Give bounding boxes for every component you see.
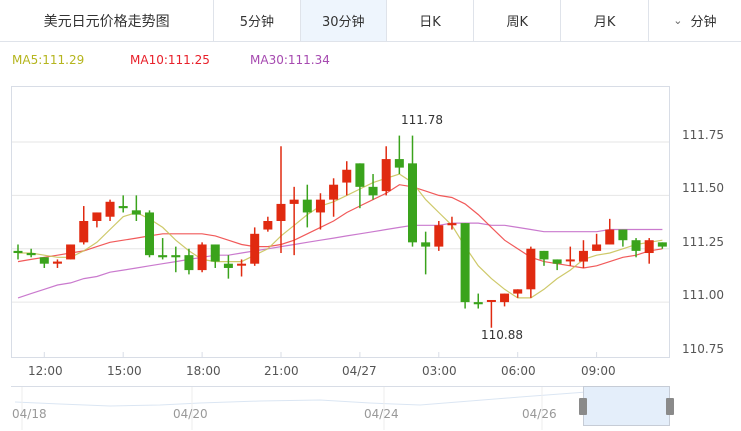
- navigator-date-label: 04/24: [364, 407, 399, 421]
- legend-ma10: MA10:111.25: [130, 53, 210, 67]
- candlestick-plot-area[interactable]: [11, 86, 670, 358]
- tab-5min[interactable]: 5分钟: [214, 0, 301, 41]
- time-navigator[interactable]: [11, 386, 670, 431]
- x-tick-label: 18:00: [186, 364, 221, 378]
- y-tick-label: 110.75: [682, 342, 724, 356]
- x-tick-label: 12:00: [28, 364, 63, 378]
- x-tick-label: 15:00: [107, 364, 142, 378]
- legend-ma5: MA5:111.29: [12, 53, 85, 67]
- x-tick-label: 21:00: [264, 364, 299, 378]
- tab-30min[interactable]: 30分钟: [300, 0, 387, 41]
- high-price-label: 111.78: [401, 113, 443, 127]
- tab-monthly-k[interactable]: 月K: [561, 0, 649, 41]
- ma-legend: MA5:111.29 MA10:111.25 MA30:111.34: [12, 53, 330, 67]
- chart-title: 美元日元价格走势图: [0, 0, 215, 41]
- tab-weekly-k[interactable]: 周K: [474, 0, 562, 41]
- navigator-selection-window[interactable]: [583, 386, 670, 426]
- x-tick-label: 04/27: [342, 364, 377, 378]
- tab-daily-k[interactable]: 日K: [387, 0, 475, 41]
- navigator-date-label: 04/26: [522, 407, 557, 421]
- y-tick-label: 111.50: [682, 181, 724, 195]
- legend-ma30: MA30:111.34: [250, 53, 330, 67]
- navigator-date-label: 04/20: [173, 407, 208, 421]
- navigator-left-handle[interactable]: [579, 398, 587, 415]
- x-tick-label: 06:00: [501, 364, 536, 378]
- navigator-right-handle[interactable]: [666, 398, 674, 415]
- x-tick-label: 09:00: [581, 364, 616, 378]
- navigator-date-label: 04/18: [12, 407, 47, 421]
- y-tick-label: 111.75: [682, 128, 724, 142]
- chevron-down-icon: ⌄: [673, 14, 683, 27]
- y-tick-label: 111.00: [682, 288, 724, 302]
- low-price-label: 110.88: [481, 328, 523, 342]
- minute-dropdown[interactable]: ⌄ 分钟: [649, 0, 741, 41]
- minute-dropdown-label: 分钟: [690, 15, 717, 30]
- period-tab-bar: 美元日元价格走势图 5分钟 30分钟 日K 周K 月K ⌄ 分钟: [0, 0, 741, 42]
- y-tick-label: 111.25: [682, 235, 724, 249]
- x-tick-label: 03:00: [422, 364, 457, 378]
